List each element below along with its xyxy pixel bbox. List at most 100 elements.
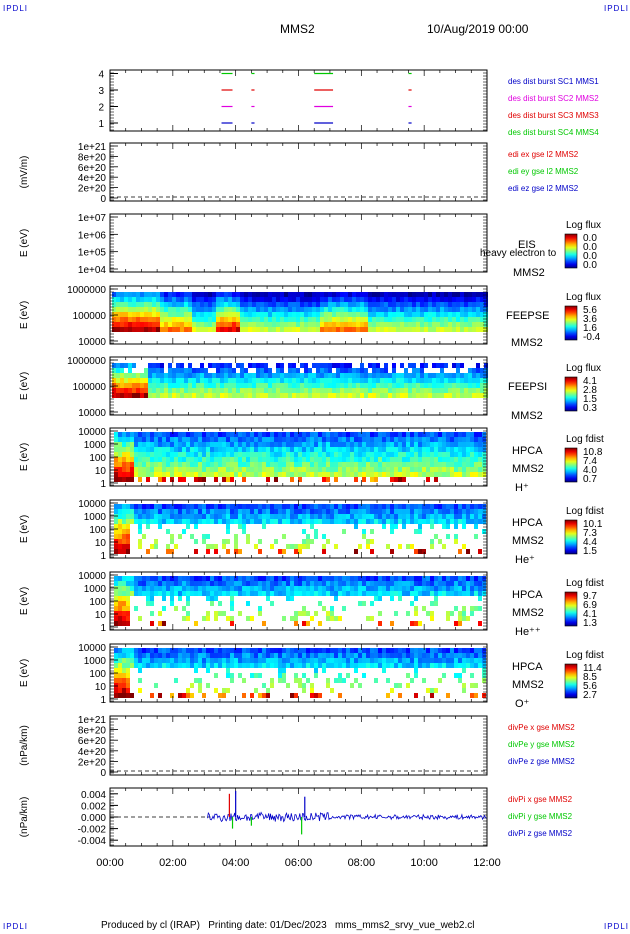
feepsi-pixel xyxy=(168,383,172,388)
hpca_hepp-pixel xyxy=(482,591,486,596)
feepse-pixel xyxy=(200,327,204,332)
hpca_h-pixel xyxy=(122,477,126,482)
feepsi-pixel xyxy=(400,383,404,388)
hpca_hepp-pixel xyxy=(170,576,174,581)
burst-ytick-label: 3 xyxy=(98,86,104,97)
hpca_o-pixel xyxy=(310,683,314,688)
hpca_h-pixel xyxy=(330,442,334,447)
hpca_o-pixel xyxy=(454,658,458,663)
feepsi-pixel xyxy=(176,368,180,373)
hpca_o-pixel xyxy=(202,693,206,698)
hpca_o-pixel xyxy=(270,663,274,668)
feepse-pixel xyxy=(240,312,244,317)
hpca_hepp-pixel xyxy=(162,621,166,626)
hpca_h-pixel xyxy=(190,457,194,462)
eis-colorbar-tick: 0.0 xyxy=(583,251,597,262)
hpca_hepp-pixel xyxy=(338,616,342,621)
feepsi-pixel xyxy=(420,393,424,398)
hpca_h-pixel xyxy=(354,462,358,467)
eis-ytick-label: 1e+07 xyxy=(78,213,107,224)
hpca_hepp-pixel xyxy=(318,591,322,596)
feepsi-pixel xyxy=(144,388,148,393)
feepsi-pixel xyxy=(292,383,296,388)
hpca_h-pixel xyxy=(442,472,446,477)
hpca_h-pixel xyxy=(470,457,474,462)
hpca_o-pixel xyxy=(382,668,386,673)
feepse-pixel xyxy=(244,317,248,322)
hpca_h-pixel xyxy=(170,437,174,442)
feepse-pixel xyxy=(404,327,408,332)
hpca_h-pixel xyxy=(278,462,282,467)
hpca_h-pixel xyxy=(442,457,446,462)
feepse-pixel xyxy=(404,302,408,307)
hpca_h-pixel xyxy=(254,447,258,452)
hpca_hepp-pixel xyxy=(230,591,234,596)
hpca_he-pixel xyxy=(298,504,302,509)
feepse-pixel xyxy=(324,327,328,332)
feepse-pixel xyxy=(424,307,428,312)
hpca_h-pixel xyxy=(250,437,254,442)
hpca_he-pixel xyxy=(386,514,390,519)
feepse-pixel xyxy=(204,317,208,322)
hpca_he-pixel xyxy=(146,514,150,519)
hpca_h-pixel xyxy=(322,457,326,462)
hpca_h-pixel xyxy=(114,442,118,447)
hpca_hepp-pixel xyxy=(126,581,130,586)
hpca_h-pixel xyxy=(138,462,142,467)
feepsi-pixel xyxy=(404,388,408,393)
hpca_h-pixel xyxy=(254,442,258,447)
feepse-pixel xyxy=(196,322,200,327)
hpca_he-pixel xyxy=(422,509,426,514)
feepse-pixel xyxy=(428,307,432,312)
hpca_he-pixel xyxy=(146,519,150,524)
hpca_h-pixel xyxy=(318,457,322,462)
hpca_o-pixel xyxy=(114,658,118,663)
hpca_h-pixel xyxy=(326,472,330,477)
feepsi-pixel xyxy=(144,373,148,378)
hpca_hepp-pixel xyxy=(394,591,398,596)
hpca_h-pixel xyxy=(354,437,358,442)
feepse-pixel xyxy=(236,292,240,297)
hpca_h-pixel xyxy=(194,457,198,462)
feepsi-pixel xyxy=(300,378,304,383)
hpca_h-pixel xyxy=(154,452,158,457)
hpca_he-pixel xyxy=(322,549,326,554)
hpca_hepp-pixel xyxy=(226,576,230,581)
hpca_h-pixel xyxy=(370,472,374,477)
feepsi-pixel xyxy=(288,363,292,368)
hpca_h-pixel xyxy=(398,432,402,437)
hpca_o-pixel xyxy=(414,658,418,663)
hpca_h-pixel xyxy=(394,457,398,462)
feepsi-pixel xyxy=(424,383,428,388)
feepse-pixel xyxy=(368,302,372,307)
hpca_o-pixel xyxy=(246,648,250,653)
hpca_h-pixel xyxy=(154,457,158,462)
feepsi-pixel xyxy=(248,388,252,393)
hpca_hepp-pixel xyxy=(130,581,134,586)
hpca_hepp-pixel xyxy=(394,576,398,581)
hpca_he-pixel xyxy=(206,534,210,539)
feepsi-pixel xyxy=(112,368,116,373)
hpca_o-pixel xyxy=(446,663,450,668)
feepsi-pixel xyxy=(296,368,300,373)
hpca_h-pixel xyxy=(190,467,194,472)
hpca_h-pixel xyxy=(154,447,158,452)
feepse-pixel xyxy=(176,292,180,297)
hpca_he-pixel xyxy=(126,529,130,534)
feepsi-pixel xyxy=(416,368,420,373)
corner-label-bl: IPDLI xyxy=(3,922,29,931)
feepse-pixel xyxy=(452,307,456,312)
feepse-pixel xyxy=(168,307,172,312)
hpca_h-pixel xyxy=(270,442,274,447)
feepse-pixel xyxy=(208,317,212,322)
feepse-pixel xyxy=(312,292,316,297)
feepse-pixel xyxy=(144,307,148,312)
hpca_hepp-pixel xyxy=(134,606,138,611)
hpca_he-colorbar-title: Log fdist xyxy=(566,506,604,517)
hpca_he-pixel xyxy=(190,534,194,539)
hpca_h-pixel xyxy=(126,452,130,457)
feepse-pixel xyxy=(372,307,376,312)
hpca_hepp-pixel xyxy=(114,601,118,606)
hpca_h-pixel xyxy=(414,442,418,447)
feepsi-pixel xyxy=(320,378,324,383)
